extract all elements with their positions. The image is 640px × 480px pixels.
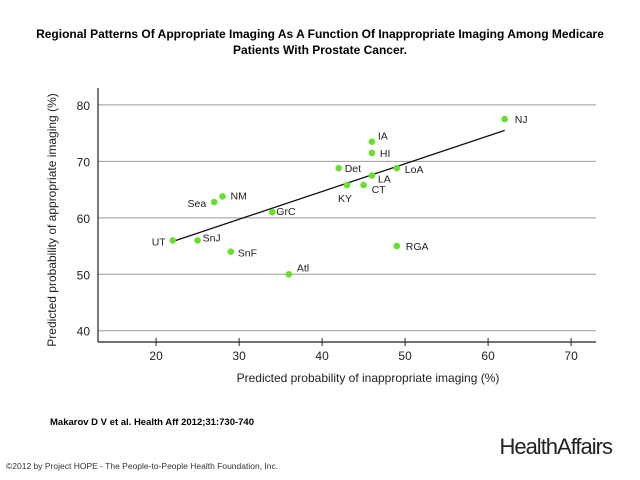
y-tick-label: 80: [77, 99, 91, 113]
x-tick-label: 60: [481, 349, 495, 363]
point-label-la: LA: [378, 173, 391, 185]
point-label-snf: SnF: [238, 248, 257, 260]
point-labels: NJ IA HI Det LA LoA KY CT NM Sea GrC UT SnJ SnF RGA Atl: [152, 114, 528, 274]
point-ia: [368, 138, 376, 145]
point-hi: [368, 149, 376, 157]
point-label-rga: RGA: [406, 241, 429, 253]
point-label-ky: KY: [338, 193, 352, 205]
x-tick-label: 30: [232, 349, 246, 363]
y-tick-label: 50: [77, 268, 91, 282]
point-label-nm: NM: [231, 190, 247, 202]
x-tick-label: 40: [315, 349, 329, 363]
chart-title: Regional Patterns Of Appropriate Imaging…: [36, 27, 604, 57]
point-ct: [360, 181, 367, 189]
data-points: [169, 115, 509, 278]
citation: Makarov D V et al. Health Aff 2012;31:73…: [50, 417, 254, 428]
point-loa: [393, 164, 401, 172]
x-tick-label: 70: [564, 349, 578, 363]
axes: [97, 88, 596, 346]
y-tick-label: 60: [77, 212, 91, 226]
point-label-loa: LoA: [405, 164, 424, 176]
point-snf: [227, 248, 235, 255]
x-tick-label: 20: [149, 349, 163, 363]
grid-lines: [98, 104, 596, 332]
point-grc: [269, 208, 276, 216]
copyright-notice: ©2012 by Project HOPE - The People-to-Pe…: [6, 461, 279, 471]
point-nj: [501, 115, 509, 123]
point-nm: [219, 193, 226, 200]
point-label-hi: HI: [380, 148, 391, 160]
y-tick-label: 70: [77, 155, 91, 169]
point-sea: [210, 198, 218, 206]
point-label-sea: Sea: [188, 198, 207, 210]
point-label-atl: Atl: [297, 262, 309, 274]
y-axis-label: Predicted probability of appropriate ima…: [45, 93, 59, 346]
y-tick-label: 40: [77, 325, 91, 339]
health-affairs-logo: HealthAffairs: [499, 434, 613, 459]
point-ut: [169, 237, 176, 244]
point-label-ia: IA: [378, 131, 388, 143]
point-la: [368, 172, 376, 179]
point-label-grc: GrC: [276, 206, 296, 218]
point-label-ct: CT: [372, 184, 387, 196]
point-label-snj: SnJ: [203, 232, 221, 244]
point-det: [335, 164, 343, 172]
point-snj: [194, 237, 201, 244]
point-atl: [285, 270, 293, 278]
trendline-group: [172, 129, 505, 243]
x-axis-label: Predicted probability of inappropriate i…: [237, 371, 500, 385]
point-label-nj: NJ: [515, 114, 528, 126]
x-tick-label: 50: [398, 349, 412, 363]
point-ky: [343, 181, 351, 189]
point-label-ut: UT: [152, 236, 167, 248]
tick-labels: 40 50 60 70 80 20 30 40 50 60 70: [77, 99, 578, 363]
trendline: [172, 129, 505, 243]
point-label-det: Det: [345, 163, 361, 175]
point-rga: [393, 242, 401, 250]
